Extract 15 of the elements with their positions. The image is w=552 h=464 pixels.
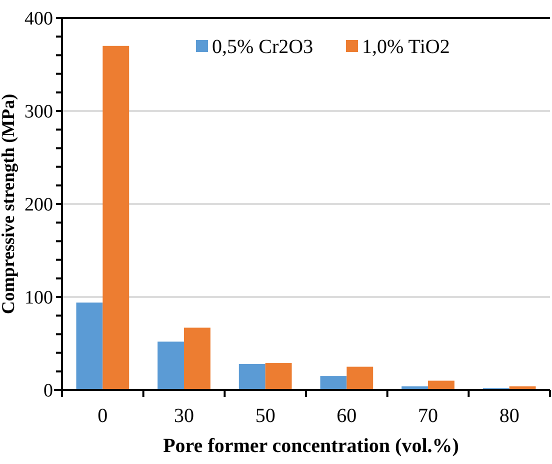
legend-label: 0,5% Cr2O3 <box>212 36 314 58</box>
x-tick-label: 80 <box>499 405 520 427</box>
y-tick-label: 0 <box>44 380 53 402</box>
x-axis-title: Pore former concentration (vol.%) <box>163 435 459 457</box>
x-tick-label: 70 <box>418 405 438 427</box>
x-tick-label: 60 <box>336 405 357 427</box>
y-tick-label: 300 <box>24 102 53 123</box>
y-tick-label: 400 <box>24 8 53 30</box>
y-tick-label: 100 <box>24 288 53 309</box>
x-tick-label: 30 <box>174 405 194 427</box>
legend-label: 1,0% TiO2 <box>362 36 450 58</box>
y-axis-title: Compressive strength (MPa) <box>0 94 18 314</box>
y-tick-label: 200 <box>24 194 53 216</box>
x-tick-label: 0 <box>98 405 108 427</box>
x-tick-label: 50 <box>255 405 276 427</box>
